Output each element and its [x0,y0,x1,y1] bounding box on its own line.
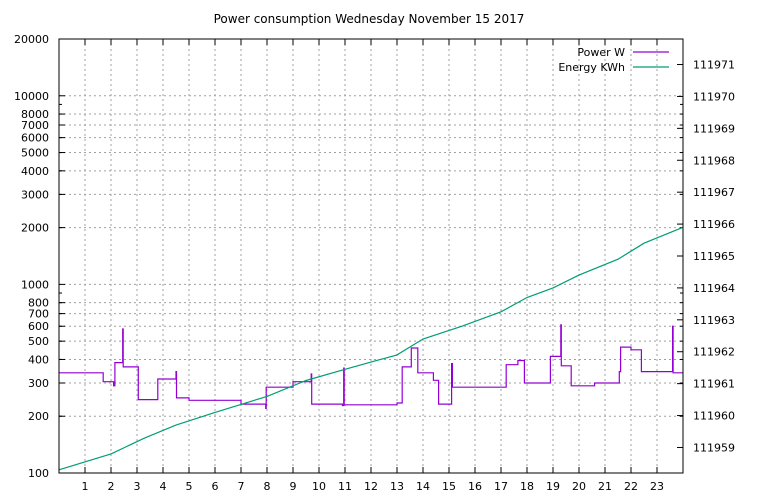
x-tick-label: 12 [364,480,378,493]
y-tick-label: 5000 [21,147,49,160]
y-tick-label: 8000 [21,108,49,121]
y-tick-label: 600 [28,320,49,333]
y-tick-label: 700 [28,308,49,321]
y2-tick-label: 111965 [693,250,735,263]
x-tick-label: 20 [572,480,586,493]
x-tick-label: 14 [416,480,430,493]
grid-lines [59,38,683,474]
y2-tick-label: 111971 [693,59,735,72]
y-tick-label: 400 [28,353,49,366]
y-tick-label: 2000 [21,222,49,235]
x-tick-label: 16 [468,480,482,493]
x-tick-label: 23 [650,480,664,493]
legend: Power W Energy KWh [558,46,669,74]
y2-tick-label: 111970 [693,90,735,103]
y-tick-label: 10000 [14,90,49,103]
y-tick-label: 800 [28,297,49,310]
y-tick-label: 3000 [21,188,49,201]
x-tick-label: 19 [546,480,560,493]
y2-tick-label: 111960 [693,410,735,423]
y-tick-label: 20000 [14,33,49,46]
x-tick-label: 2 [108,480,115,493]
y2-tick-label: 111962 [693,346,735,359]
legend-label-energy: Energy KWh [558,61,625,74]
y-tick-label: 1000 [21,278,49,291]
energy-kwh-line [58,226,684,471]
x-tick-label: 21 [598,480,612,493]
y-tick-label: 500 [28,335,49,348]
y-tick-label: 4000 [21,165,49,178]
y-tick-label: 6000 [21,132,49,145]
x-tick-label: 8 [264,480,271,493]
x-tick-label: 17 [494,480,508,493]
y2-tick-label: 111964 [693,282,735,295]
x-tick-label: 6 [212,480,219,493]
x-tick-label: 22 [624,480,638,493]
y-tick-label: 100 [28,467,49,480]
x-tick-label: 11 [338,480,352,493]
power-w-line [59,324,683,409]
chart-title: Power consumption Wednesday November 15 … [214,12,525,26]
y2-tick-label: 111959 [693,441,735,454]
x-tick-label: 4 [160,480,167,493]
x-tick-label: 9 [290,480,297,493]
y-tick-label: 7000 [21,119,49,132]
y2-tick-label: 111969 [693,122,735,135]
y2-tick-label: 111961 [693,378,735,391]
x-tick-label: 7 [238,480,245,493]
x-tick-label: 1 [82,480,89,493]
y2-tick-label: 111963 [693,314,735,327]
legend-label-power: Power W [577,46,625,59]
y2-tick-label: 111966 [693,218,735,231]
plot-frame [58,38,684,474]
x-tick-label: 13 [390,480,404,493]
x-tick-label: 18 [520,480,534,493]
x-tick-label: 15 [442,480,456,493]
series-group [58,226,684,471]
x-tick-label: 5 [186,480,193,493]
y-tick-label: 300 [28,377,49,390]
x-tick-label: 3 [134,480,141,493]
y2-tick-label: 111968 [693,154,735,167]
axis-ticks: 1 2 3 4 5 6 7 8 9 10 11 12 13 14 15 16 17 18 19 20 21 22 23100… [14,33,735,493]
y2-tick-label: 111967 [693,186,735,199]
y-tick-label: 200 [28,410,49,423]
x-tick-label: 10 [312,480,326,493]
